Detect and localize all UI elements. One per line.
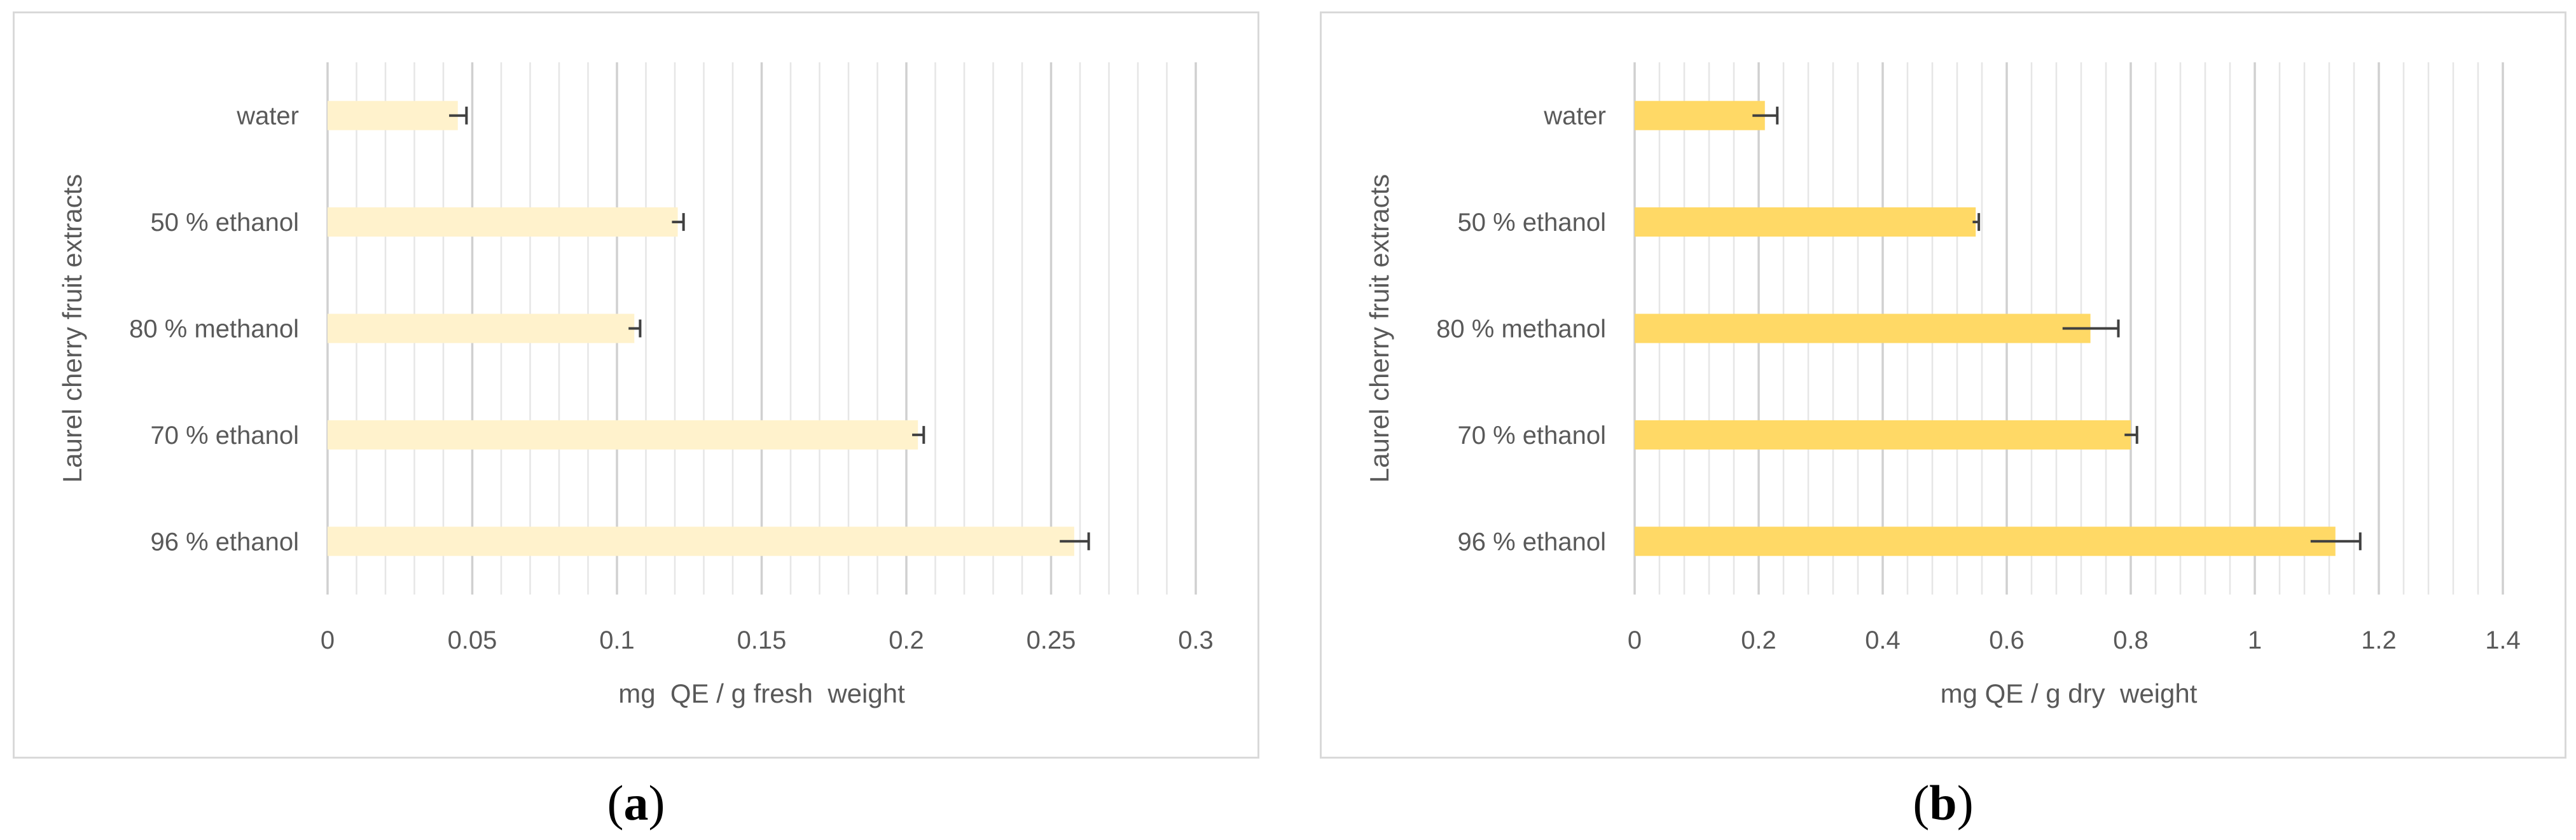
x-tick-label-b-3: 0.6 — [1989, 626, 2025, 654]
chart-panel-b: water 50 % ethanol 80 % methanol 70 % ethan… — [1307, 0, 2576, 840]
bar-b-2 — [1635, 313, 2091, 343]
x-tick-label-b-4: 0.8 — [2113, 626, 2149, 654]
x-tick-label-a-4: 0.2 — [889, 626, 924, 654]
x-tick-label-b-1: 0.2 — [1741, 626, 1776, 654]
bar-b-3 — [1635, 420, 2131, 450]
x-axis-title-a: mg QE / g fresh weight — [618, 678, 905, 708]
bar-b-1 — [1635, 207, 1976, 237]
panel-label-a: (a) — [607, 775, 665, 830]
bar-a-1 — [328, 207, 678, 237]
category-label-b-1: 50 % ethanol — [1457, 209, 1606, 237]
category-label-a-4: 96 % ethanol — [150, 528, 299, 556]
y-axis-title-a: Laurel cherry fruit extracts — [57, 174, 87, 483]
bar-a-2 — [328, 313, 635, 343]
x-axis-title-b: mg QE / g dry weight — [1941, 678, 2198, 708]
category-label-b-3: 70 % ethanol — [1457, 422, 1606, 450]
bar-b-0 — [1635, 100, 1765, 130]
panel-label-b: (b) — [1913, 775, 1974, 830]
x-tick-label-b-6: 1.2 — [2361, 626, 2397, 654]
category-label-b-2: 80 % methanol — [1436, 315, 1606, 343]
chart-panel-a: water 50 % ethanol 80 % methanol 70 % ethan… — [0, 0, 1272, 840]
bar-a-4 — [328, 527, 1074, 556]
category-label-b-0: water — [1543, 102, 1606, 130]
x-tick-label-b-2: 0.4 — [1865, 626, 1901, 654]
x-tick-label-b-0: 0 — [1628, 626, 1642, 654]
bar-chart-a: water 50 % ethanol 80 % methanol 70 % ethan… — [57, 62, 1214, 708]
panel-label-a-letter: a — [623, 775, 649, 830]
category-label-a-0: water — [236, 102, 299, 130]
category-label-b-4: 96 % ethanol — [1457, 528, 1606, 556]
bar-b-4 — [1635, 527, 2336, 556]
x-tick-label-b-7: 1.4 — [2485, 626, 2521, 654]
category-label-a-3: 70 % ethanol — [150, 422, 299, 450]
x-tick-label-a-2: 0.1 — [599, 626, 635, 654]
category-label-a-2: 80 % methanol — [129, 315, 299, 343]
x-tick-label-a-3: 0.15 — [737, 626, 787, 654]
x-tick-label-a-5: 0.25 — [1027, 626, 1076, 654]
y-axis-title-b: Laurel cherry fruit extracts — [1364, 174, 1394, 483]
x-tick-label-a-6: 0.3 — [1178, 626, 1214, 654]
category-label-a-1: 50 % ethanol — [150, 209, 299, 237]
x-tick-label-b-5: 1 — [2248, 626, 2262, 654]
bar-a-0 — [328, 100, 458, 130]
chart-frame-b — [1320, 11, 2566, 759]
x-tick-label-a-0: 0 — [321, 626, 335, 654]
bar-chart-b: water 50 % ethanol 80 % methanol 70 % ethan… — [1364, 62, 2521, 708]
x-tick-label-a-1: 0.05 — [448, 626, 497, 654]
panel-label-b-letter: b — [1929, 775, 1957, 830]
bar-a-3 — [328, 420, 918, 450]
